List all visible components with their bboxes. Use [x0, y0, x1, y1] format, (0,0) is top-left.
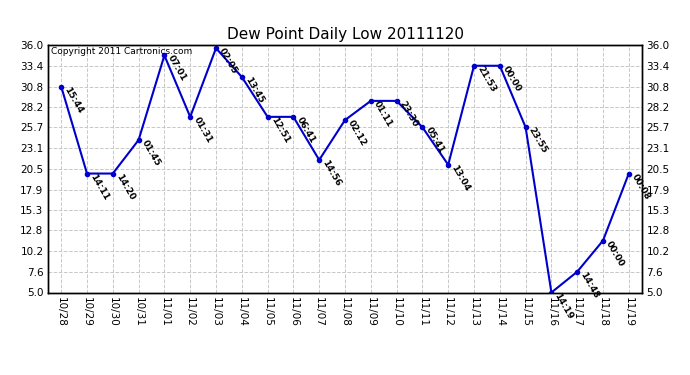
Text: Copyright 2011 Cartronics.com: Copyright 2011 Cartronics.com	[51, 48, 193, 57]
Text: 05:41: 05:41	[424, 126, 446, 155]
Text: 15:44: 15:44	[63, 85, 85, 115]
Text: 14:56: 14:56	[321, 159, 343, 188]
Text: 23:30: 23:30	[398, 99, 420, 129]
Text: 00:00: 00:00	[501, 64, 523, 93]
Title: Dew Point Daily Low 20111120: Dew Point Daily Low 20111120	[226, 27, 464, 42]
Text: 01:31: 01:31	[192, 116, 214, 145]
Text: 01:45: 01:45	[140, 139, 162, 168]
Text: 02:05: 02:05	[217, 47, 239, 76]
Text: 14:48: 14:48	[579, 270, 601, 300]
Text: 13:04: 13:04	[450, 164, 472, 193]
Text: 14:11: 14:11	[88, 172, 110, 201]
Text: 01:11: 01:11	[372, 99, 394, 129]
Text: 23:55: 23:55	[527, 126, 549, 155]
Text: 07:01: 07:01	[166, 54, 188, 83]
Text: 12:51: 12:51	[269, 116, 291, 145]
Text: 00:08: 00:08	[630, 172, 652, 201]
Text: 13:45: 13:45	[243, 75, 266, 105]
Text: 14:20: 14:20	[114, 172, 137, 201]
Text: 00:00: 00:00	[604, 239, 627, 268]
Text: 06:41: 06:41	[295, 116, 317, 145]
Text: 14:19: 14:19	[553, 291, 575, 321]
Text: 21:53: 21:53	[475, 64, 497, 94]
Text: 02:12: 02:12	[346, 118, 368, 148]
